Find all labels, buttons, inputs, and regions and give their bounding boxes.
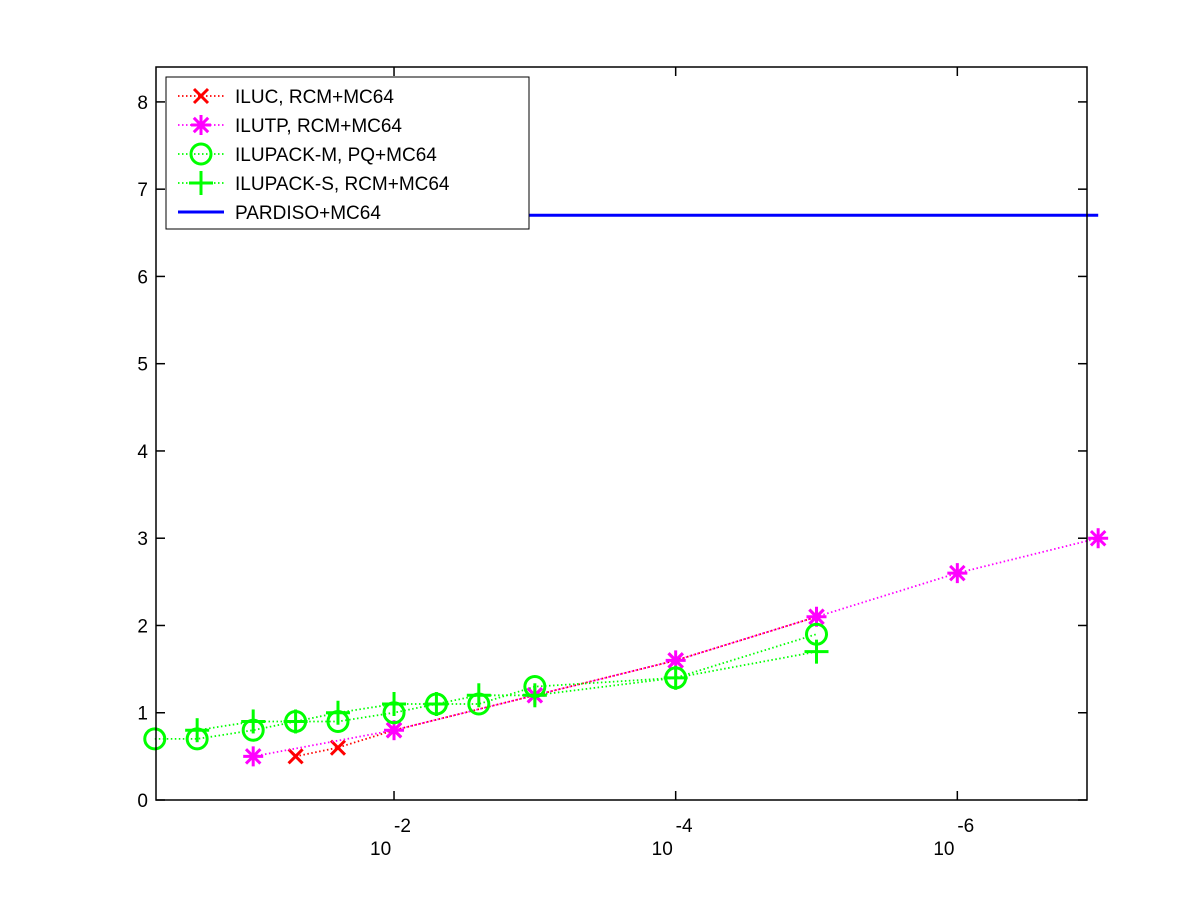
marker-stroke (192, 116, 210, 134)
legend-label: ILUPACK-M, PQ+MC64 (235, 145, 437, 166)
legend-marker (189, 171, 213, 195)
data-point (283, 709, 308, 734)
y-tick-label: 1 (137, 704, 148, 725)
marker-stroke (192, 87, 210, 105)
legend-box (165, 76, 530, 230)
data-point (143, 727, 167, 751)
legend-marker (189, 142, 213, 166)
y-tick-label: 3 (137, 529, 148, 550)
y-tick-label: 8 (137, 93, 148, 114)
data-point (382, 692, 407, 717)
marker-stroke (1089, 529, 1107, 547)
legend-entry: ILUPACK-S, RCM+MC64 (178, 171, 450, 195)
data-point (287, 748, 304, 765)
data-point (325, 700, 350, 725)
data-point (663, 665, 688, 690)
data-point (804, 639, 829, 664)
legend-label: ILUTP, RCM+MC64 (235, 116, 402, 137)
legend-label: ILUC, RCM+MC64 (235, 87, 394, 108)
x-tick-label: 10-6 (933, 816, 974, 860)
marker-stroke (329, 739, 347, 756)
x-tick-label-base: 10 (370, 839, 391, 860)
y-tick-label: 4 (137, 442, 148, 463)
series-4 (185, 639, 829, 743)
legend-label: PARDISO+MC64 (235, 203, 381, 224)
legend-marker (192, 87, 210, 105)
legend-entry: ILUPACK-M, PQ+MC64 (178, 142, 437, 166)
data-point (185, 718, 210, 743)
legend-label: ILUPACK-S, RCM+MC64 (235, 174, 450, 195)
marker-stroke (385, 721, 403, 739)
series-line (197, 650, 817, 732)
y-tick-label: 6 (137, 267, 148, 288)
data-point (466, 683, 491, 708)
series-line (295, 615, 817, 758)
y-tick-label: 5 (137, 355, 148, 376)
x-tick-label-exponent: -4 (676, 816, 693, 837)
x-tick-label: 10-2 (370, 816, 411, 860)
marker-stroke (287, 748, 304, 765)
data-point (1088, 528, 1109, 549)
marker-stroke (949, 564, 966, 582)
legend-entry: ILUC, RCM+MC64 (178, 87, 394, 108)
legend-entry: ILUTP, RCM+MC64 (178, 115, 402, 137)
x-tick-label-exponent: -2 (394, 816, 411, 837)
data-point (522, 683, 547, 708)
data-point (806, 606, 827, 627)
y-tick-label: 2 (137, 616, 148, 637)
data-point (329, 739, 347, 756)
legend: ILUC, RCM+MC64 ILUTP, RCM+MC64 ILUPACK-M, … (165, 76, 530, 230)
series-layer (143, 213, 1109, 767)
marker-stroke (808, 608, 825, 626)
marker-stroke (667, 652, 684, 669)
data-point (947, 563, 968, 584)
x-tick-label-base: 10 (933, 839, 954, 860)
legend-entry: PARDISO+MC64 (178, 203, 381, 224)
axes-frame (155, 66, 1088, 801)
marker-stroke (244, 748, 262, 765)
x-tick-label: 10-4 (652, 816, 693, 860)
data-point (243, 746, 264, 767)
legend-marker (191, 115, 211, 135)
y-tick-label: 7 (137, 180, 148, 201)
y-tick-label: 0 (137, 791, 148, 812)
x-tick-label-exponent: -6 (957, 816, 974, 837)
data-point (424, 692, 449, 717)
x-tick-label-base: 10 (652, 839, 673, 860)
data-point (241, 709, 266, 734)
